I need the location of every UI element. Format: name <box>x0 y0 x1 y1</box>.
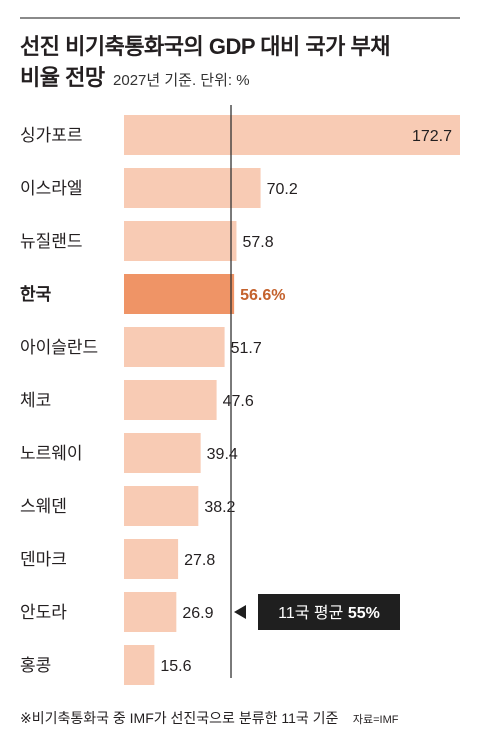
bar-2 <box>124 168 261 208</box>
chart-title: 선진 비기축통화국의 GDP 대비 국가 부채 <box>20 34 390 59</box>
average-label: 11국 평균 55% <box>278 604 380 622</box>
chart-title-continued: 비율 전망 <box>20 65 105 90</box>
category-label: 싱가포르 <box>20 126 83 145</box>
category-label: 체코 <box>20 391 51 410</box>
chart-title-line2: 비율 전망 2027년 기준. 단위: % <box>20 60 250 92</box>
value-label: 51.7 <box>231 340 262 357</box>
value-label: 27.8 <box>184 552 215 569</box>
bar-8 <box>124 486 199 526</box>
chart-subtitle: 2027년 기준. 단위: % <box>113 72 250 89</box>
category-label: 안도라 <box>20 603 67 622</box>
category-label: 스웨덴 <box>20 497 67 516</box>
category-label: 노르웨이 <box>20 444 83 463</box>
bar-3 <box>124 221 237 261</box>
bar-10 <box>124 592 177 632</box>
category-label: 덴마크 <box>20 550 67 569</box>
average-callout <box>258 594 400 630</box>
value-label: 39.4 <box>207 446 238 463</box>
value-label: 47.6 <box>223 393 254 410</box>
bar-chart: 싱가포르 172.7 이스라엘 70.2 뉴질랜드 57.8 한국 56.6% 아이슬란드 51.… <box>20 105 460 685</box>
bar-9 <box>124 539 179 579</box>
bar-4 <box>124 274 235 314</box>
bar-11 <box>124 645 155 685</box>
footnote: ※비기축통화국 중 IMF가 선진국으로 분류한 11국 기준 자료=IMF <box>20 708 399 728</box>
value-label: 56.6% <box>240 287 285 304</box>
value-label: 15.6 <box>160 658 191 675</box>
category-label: 이스라엘 <box>20 179 83 198</box>
category-label: 홍콩 <box>20 656 51 675</box>
value-label: 70.2 <box>267 181 298 198</box>
callout-pointer <box>234 605 246 619</box>
bar-6 <box>124 380 217 420</box>
bar-1 <box>124 115 460 155</box>
value-label: 172.7 <box>412 128 452 145</box>
value-label: 57.8 <box>242 234 273 251</box>
category-label: 한국 <box>20 285 52 304</box>
value-label: 26.9 <box>182 605 213 622</box>
top-rule <box>20 17 460 19</box>
category-label: 뉴질랜드 <box>20 232 83 251</box>
source-text: 자료=IMF <box>352 714 399 726</box>
value-label: 38.2 <box>204 499 235 516</box>
category-label: 아이슬란드 <box>20 338 98 357</box>
bar-7 <box>124 433 201 473</box>
footnote-text: ※비기축통화국 중 IMF가 선진국으로 분류한 11국 기준 <box>20 710 339 726</box>
bar-5 <box>124 327 225 367</box>
